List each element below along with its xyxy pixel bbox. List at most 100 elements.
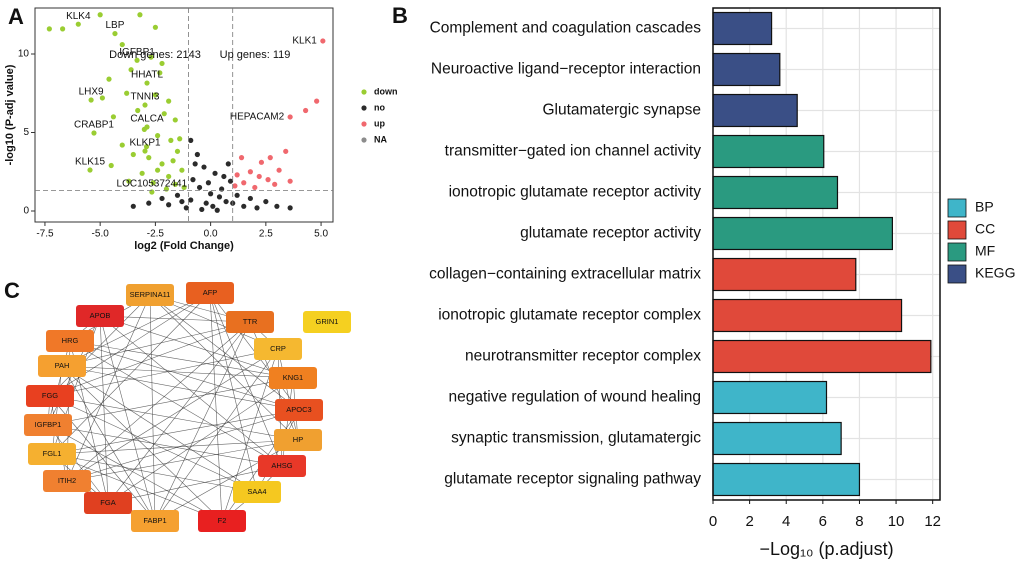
node: [198, 510, 246, 532]
point: [106, 76, 112, 82]
point: [142, 148, 148, 154]
node: [274, 429, 322, 451]
point-label: TNNI3: [131, 92, 160, 103]
node: [269, 367, 317, 389]
y-tick-label: 10: [18, 49, 30, 60]
node: [226, 311, 274, 333]
edge: [281, 377, 294, 467]
category-label: Neuroactive ligand−receptor interaction: [431, 61, 701, 78]
edge: [209, 292, 283, 467]
legend-label: KEGG: [975, 265, 1015, 281]
node: [258, 455, 306, 477]
point: [196, 184, 203, 191]
point: [174, 148, 181, 154]
edge: [47, 424, 223, 522]
edge: [154, 321, 251, 522]
edge: [51, 409, 300, 455]
point-label: HHATL: [131, 70, 163, 81]
point: [126, 178, 132, 184]
legend-label: up: [374, 118, 385, 128]
point: [203, 200, 209, 206]
point: [320, 38, 326, 44]
edges: [47, 292, 300, 522]
point-label: KLKP1: [129, 138, 161, 149]
point: [287, 205, 293, 211]
edge: [49, 395, 258, 493]
edge: [107, 321, 251, 504]
edge: [69, 340, 294, 379]
category-label: Glutamatergic synapse: [542, 102, 701, 119]
x-tick-label: -5.0: [92, 229, 110, 240]
edge: [47, 424, 283, 467]
panel-label: C: [4, 278, 20, 303]
category-label: glutamate receptor activity: [520, 225, 701, 242]
edge: [61, 321, 251, 367]
x-tick-label: 2: [745, 513, 753, 530]
point: [254, 205, 260, 211]
point: [128, 67, 134, 73]
edge: [69, 340, 300, 411]
point: [179, 198, 185, 205]
point: [172, 117, 178, 123]
edge: [51, 453, 223, 522]
node: [186, 282, 234, 304]
point: [190, 177, 196, 183]
bar: [712, 134, 825, 169]
point: [238, 155, 245, 161]
edge: [49, 321, 251, 397]
point: [303, 107, 309, 114]
category-label: glutamate receptor signaling pathway: [444, 471, 701, 488]
x-tick-label: -7.5: [36, 229, 54, 240]
legend-key: [947, 242, 967, 262]
point: [88, 97, 94, 103]
x-tick-label: -2.5: [147, 229, 165, 240]
point: [252, 184, 258, 191]
bar: [712, 216, 894, 251]
node-label: FABP1: [143, 516, 166, 525]
node-label: ITIH2: [58, 476, 76, 485]
node-label: IGFBP1: [35, 420, 62, 429]
edge: [47, 377, 294, 426]
point: [214, 207, 220, 213]
point: [221, 173, 227, 180]
point: [149, 189, 155, 195]
bar: [712, 52, 781, 87]
edge: [99, 315, 109, 504]
node-label: KNG1: [283, 373, 303, 382]
point: [99, 95, 105, 101]
legend-label: MF: [975, 243, 995, 259]
annotation: Up genes: 119: [220, 49, 291, 61]
legend-key: [361, 89, 367, 95]
point: [174, 192, 181, 198]
edge: [66, 294, 151, 482]
node-label: HRG: [62, 336, 79, 345]
point: [276, 167, 282, 173]
category-label: Complement and coagulation cascades: [430, 20, 702, 37]
y-axis-title: -log10 (P-adj value): [4, 64, 16, 165]
legend-key: [361, 105, 367, 111]
x-tick-label: 6: [819, 513, 827, 530]
point: [166, 173, 172, 180]
point: [46, 26, 52, 32]
bar: [712, 339, 932, 374]
edge: [99, 315, 283, 467]
point: [234, 172, 240, 178]
category-label: ionotropic glutamate receptor complex: [438, 307, 701, 324]
point: [152, 92, 158, 98]
node: [24, 414, 72, 436]
node: [43, 470, 91, 492]
point: [110, 114, 117, 120]
point: [212, 170, 218, 176]
point: [108, 162, 114, 169]
edge: [61, 365, 156, 522]
y-tick-label: 0: [23, 206, 29, 217]
point: [87, 167, 93, 173]
bar: [712, 298, 903, 333]
point: [124, 90, 130, 96]
legend-label: BP: [975, 199, 994, 215]
plot-frame: [712, 7, 941, 501]
point: [91, 130, 97, 136]
bar: [712, 380, 828, 415]
point-label: KLK1: [292, 36, 317, 47]
